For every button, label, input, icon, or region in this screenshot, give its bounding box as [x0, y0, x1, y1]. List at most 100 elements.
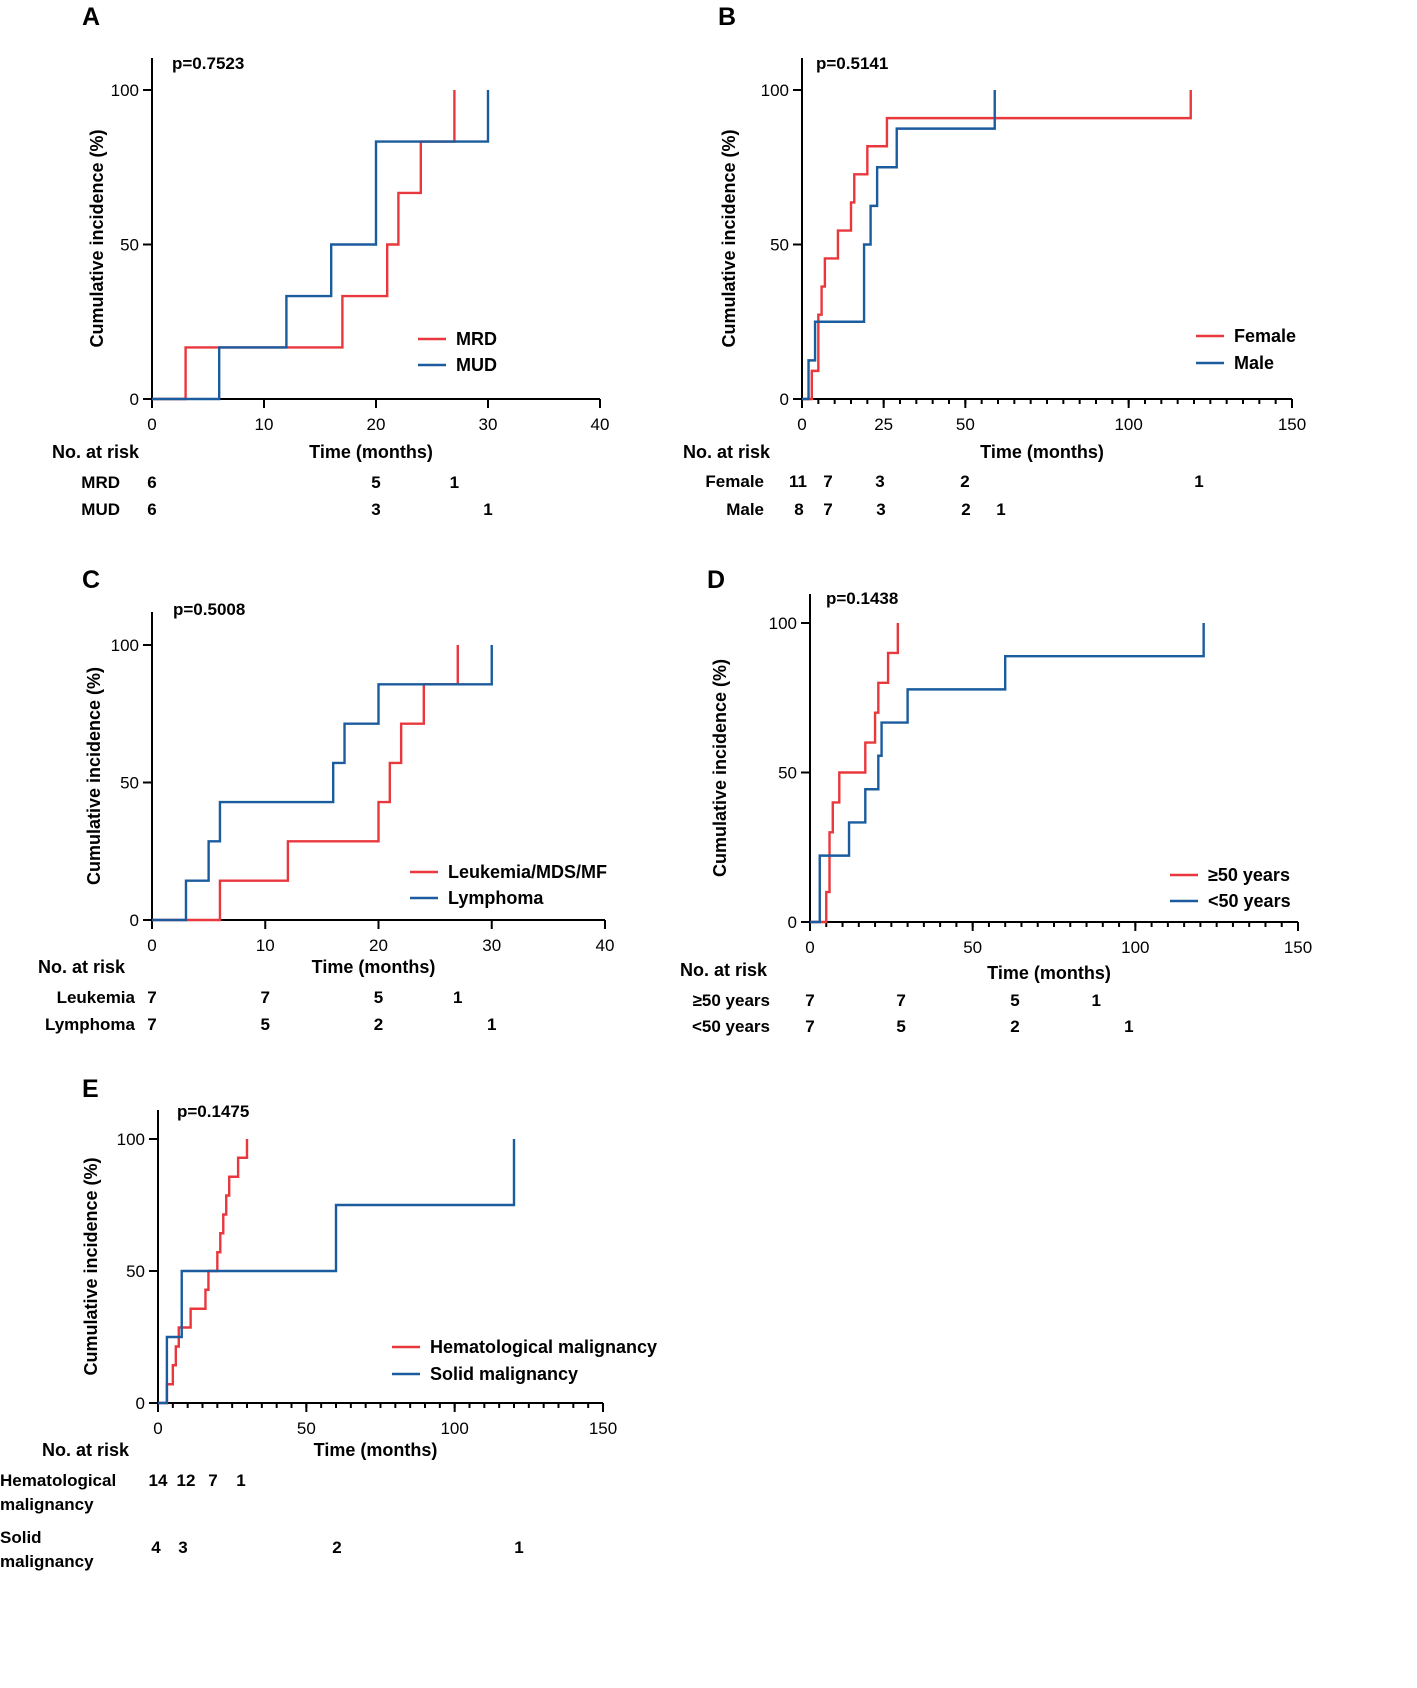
risk-count: 8	[794, 500, 803, 519]
risk-row-label: <50 years	[692, 1017, 770, 1036]
y-tick-label: 0	[130, 911, 139, 930]
y-tick-label: 100	[117, 1130, 145, 1149]
series-line--50-years	[810, 623, 1205, 924]
x-axis-title: Time (months)	[980, 442, 1104, 462]
x-tick-label: 150	[1278, 415, 1306, 434]
risk-count: 11	[789, 472, 807, 491]
x-tick-label: 20	[369, 936, 388, 955]
x-tick-label: 40	[596, 936, 615, 955]
risk-row-label: malignancy	[0, 1552, 94, 1571]
legend-label: Solid malignancy	[430, 1364, 578, 1384]
x-tick-label: 10	[255, 415, 274, 434]
risk-count: 1	[450, 473, 459, 492]
y-tick-label: 50	[126, 1262, 145, 1281]
y-tick-label: 0	[130, 390, 139, 409]
x-tick-label: 25	[874, 415, 893, 434]
risk-count: 1	[1194, 472, 1203, 491]
risk-count: 1	[483, 500, 492, 519]
legend-label: Male	[1234, 353, 1274, 373]
risk-count: 7	[147, 1015, 156, 1034]
risk-count: 2	[374, 1015, 383, 1034]
risk-row-label: Leukemia	[57, 988, 136, 1007]
series-line-lymphoma	[152, 645, 493, 922]
y-tick-label: 50	[120, 236, 139, 255]
risk-count: 3	[876, 500, 885, 519]
panel-e: Ep=0.1475 0 50 100 150 0 50 100 Cumulative incid…	[0, 1075, 657, 1571]
risk-count: 7	[261, 988, 270, 1007]
risk-count: 12	[177, 1471, 196, 1490]
x-axis-title: Time (months)	[987, 963, 1111, 983]
x-tick-label: 50	[956, 415, 975, 434]
series-line-mud	[152, 90, 490, 401]
panel-letter: C	[82, 566, 100, 594]
y-tick-label: 0	[788, 913, 797, 932]
risk-count: 14	[149, 1471, 168, 1490]
series-line-female	[802, 90, 1192, 401]
x-tick-label: 100	[1121, 938, 1149, 957]
risk-table-title: No. at risk	[680, 960, 768, 980]
risk-count: 1	[453, 988, 462, 1007]
x-axis-title: Time (months)	[312, 957, 436, 977]
series-line-leukemia-mds-mf	[152, 645, 459, 922]
y-tick-label: 100	[111, 81, 139, 100]
series-line-solid-malignancy	[158, 1139, 516, 1405]
risk-count: 5	[374, 988, 383, 1007]
y-tick-label: 50	[770, 236, 789, 255]
risk-count: 7	[823, 500, 832, 519]
y-tick-label: 100	[769, 614, 797, 633]
risk-count: 3	[875, 472, 884, 491]
legend-label: MUD	[456, 355, 497, 375]
x-tick-label: 50	[963, 938, 982, 957]
risk-count: 5	[261, 1015, 270, 1034]
x-tick-label: 30	[482, 936, 501, 955]
risk-count: 5	[371, 473, 380, 492]
risk-row-label: Hematological	[0, 1471, 116, 1490]
x-tick-label: 40	[591, 415, 610, 434]
x-tick-label: 150	[589, 1419, 617, 1438]
y-tick-label: 0	[780, 390, 789, 409]
risk-count: 2	[1010, 1017, 1019, 1036]
risk-count: 6	[147, 473, 156, 492]
x-axis-title: Time (months)	[309, 442, 433, 462]
risk-count: 1	[1124, 1017, 1133, 1036]
risk-count: 2	[961, 500, 970, 519]
risk-count: 5	[896, 1017, 905, 1036]
x-tick-label: 50	[297, 1419, 316, 1438]
risk-row-label: ≥50 years	[693, 991, 770, 1010]
legend-label: Leukemia/MDS/MF	[448, 862, 607, 882]
legend-label: <50 years	[1208, 891, 1291, 911]
risk-count: 1	[1092, 991, 1101, 1010]
risk-row-label: MRD	[81, 473, 120, 492]
panel-letter: D	[707, 566, 725, 594]
risk-row-label: Lymphoma	[45, 1015, 136, 1034]
x-tick-label: 0	[797, 415, 806, 434]
x-axis-title: Time (months)	[314, 1440, 438, 1460]
risk-table-title: No. at risk	[52, 442, 140, 462]
risk-count: 3	[371, 500, 380, 519]
panel-a: Ap=0.7523 0 10 20 30 40 0 50 100 Cumulative incid…	[52, 3, 609, 519]
panel-letter: B	[718, 3, 736, 31]
risk-row-label: Male	[726, 500, 764, 519]
y-tick-label: 100	[761, 81, 789, 100]
risk-row-label: malignancy	[0, 1495, 94, 1514]
risk-count: 2	[960, 472, 969, 491]
p-value: p=0.1438	[826, 589, 898, 608]
y-tick-label: 0	[136, 1394, 145, 1413]
y-axis-title: Cumulative incidence (%)	[87, 129, 107, 347]
x-tick-label: 0	[147, 415, 156, 434]
x-tick-label: 0	[805, 938, 814, 957]
legend-label: ≥50 years	[1208, 865, 1290, 885]
x-tick-label: 20	[367, 415, 386, 434]
risk-count: 3	[178, 1538, 187, 1557]
risk-count: 4	[151, 1538, 161, 1557]
p-value: p=0.5008	[173, 600, 245, 619]
risk-row-label: Solid	[0, 1528, 42, 1547]
risk-table-title: No. at risk	[42, 1440, 130, 1460]
risk-row-label: MUD	[81, 500, 120, 519]
p-value: p=0.1475	[177, 1102, 249, 1121]
risk-count: 1	[487, 1015, 496, 1034]
risk-count: 5	[1010, 991, 1019, 1010]
y-axis-title: Cumulative incidence (%)	[719, 129, 739, 347]
risk-row-label: Female	[705, 472, 764, 491]
